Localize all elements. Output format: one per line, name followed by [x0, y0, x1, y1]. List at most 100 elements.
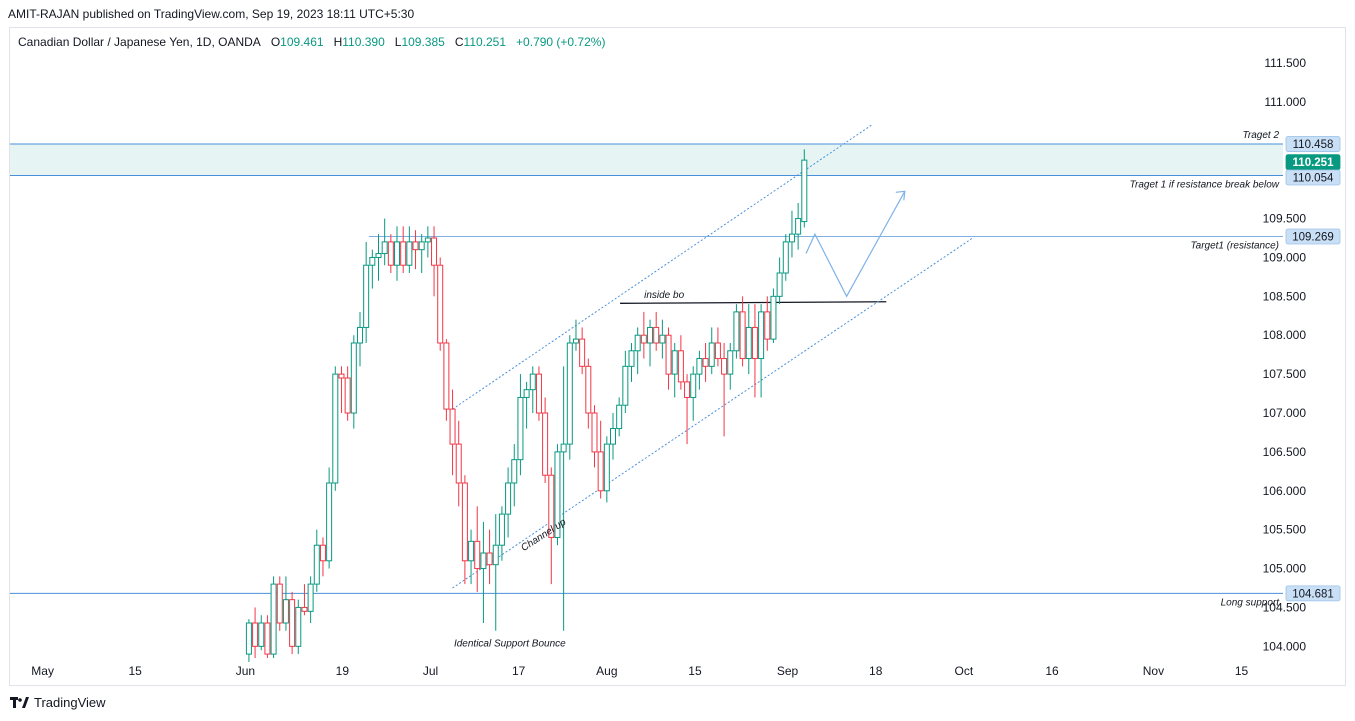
price-axis[interactable]: 111.500 111.000 109.500 109.000 108.500 108.0… [1263, 56, 1307, 653]
candle-body [252, 622, 259, 647]
candle [721, 343, 728, 437]
candle-body [474, 540, 481, 570]
candle [535, 366, 542, 421]
candle-body [770, 295, 777, 340]
x-tick-label: 18 [869, 664, 883, 678]
y-tick-label: 111.000 [1264, 95, 1306, 109]
candle-body [369, 256, 376, 266]
candle [696, 350, 703, 390]
x-tick-label: Aug [596, 664, 617, 678]
candle [449, 389, 456, 476]
candle-body [307, 583, 314, 612]
annotation-label: inside bo [644, 290, 684, 301]
candle [622, 350, 629, 413]
candle [628, 343, 635, 382]
high-label: H [333, 35, 343, 49]
candle-body [535, 373, 542, 414]
candle [542, 397, 549, 483]
candle-body [733, 311, 740, 352]
candle [795, 203, 802, 250]
candle [634, 327, 641, 375]
candle-body [708, 342, 715, 367]
inside-box-line [620, 301, 887, 304]
candle-body [486, 552, 493, 566]
candle-body [610, 428, 616, 445]
candle-body [671, 350, 678, 375]
candle-body [714, 342, 721, 360]
candle-body [788, 233, 795, 243]
target-zone [10, 144, 1283, 176]
candle-body [659, 334, 666, 344]
candle [326, 467, 333, 569]
candle-body [406, 241, 413, 266]
candle [647, 319, 654, 367]
candle [319, 537, 326, 577]
candlestick-chart[interactable]: Traget 2 Traget 1 if resistance break bel… [0, 0, 1355, 690]
y-tick-label: 105.000 [1263, 562, 1307, 576]
candle [684, 374, 691, 445]
candle-body [282, 599, 289, 624]
candle [517, 374, 524, 476]
candle-body [381, 241, 388, 255]
candle-body [690, 373, 697, 398]
candle [258, 615, 265, 651]
candle [387, 234, 394, 273]
candle-body [295, 606, 302, 647]
tradingview-logo-icon [10, 696, 29, 708]
candle [758, 304, 765, 398]
candle-body [468, 540, 475, 562]
candle-body [350, 342, 357, 414]
candle-body [560, 443, 567, 453]
candle [690, 366, 697, 421]
time-axis[interactable]: May 15 Jun 19 Jul 17 Aug 15 Sep 18 Oct 16 Nov 15 [31, 664, 1248, 678]
candle [295, 599, 302, 655]
candle [418, 234, 425, 273]
candle [770, 288, 777, 343]
candle [455, 420, 462, 507]
y-tick-label: 104.000 [1263, 639, 1307, 653]
y-tick-label: 107.000 [1263, 406, 1307, 420]
candle [492, 514, 499, 631]
candle [375, 234, 382, 281]
candle-body [258, 622, 265, 647]
candle-body [431, 237, 438, 266]
y-tick-label: 108.500 [1263, 289, 1307, 303]
change-value: +0.790 (+0.72%) [516, 35, 606, 49]
candle-body [622, 365, 629, 406]
candle [603, 436, 610, 503]
candle-body [319, 544, 326, 562]
projection-path [805, 191, 906, 298]
candle [338, 366, 345, 413]
candle [511, 444, 518, 507]
annotation-label: Traget 2 [1243, 130, 1280, 141]
candle-body [764, 311, 771, 340]
candle-body [338, 373, 345, 379]
candle-body [782, 241, 789, 274]
low-label: L [394, 35, 402, 49]
candle [252, 607, 259, 658]
candle-body [579, 338, 586, 367]
candle [610, 413, 616, 460]
y-tick-label: 108.000 [1263, 328, 1307, 342]
candle-body [696, 358, 703, 375]
channel-lower-line [452, 237, 973, 589]
candle-body [776, 272, 783, 297]
candle-body [647, 326, 654, 344]
candle [276, 576, 283, 631]
candle-body [245, 622, 252, 655]
y-tick-label: 107.500 [1263, 367, 1307, 381]
price-tags: 110.458 110.251 110.054 109.269 104.681 [1285, 136, 1341, 602]
candle-body [264, 622, 271, 655]
candle [529, 366, 536, 413]
candle [424, 226, 431, 258]
footer-brand[interactable]: TradingView [10, 695, 106, 710]
candle-body [344, 377, 351, 414]
close-label: C [454, 35, 464, 49]
candle [282, 576, 289, 631]
candle-body [270, 583, 277, 655]
candle [394, 226, 401, 281]
candle-body [412, 241, 419, 251]
candle [301, 584, 308, 616]
candle-body [597, 451, 604, 492]
projection-drawings [805, 190, 906, 298]
